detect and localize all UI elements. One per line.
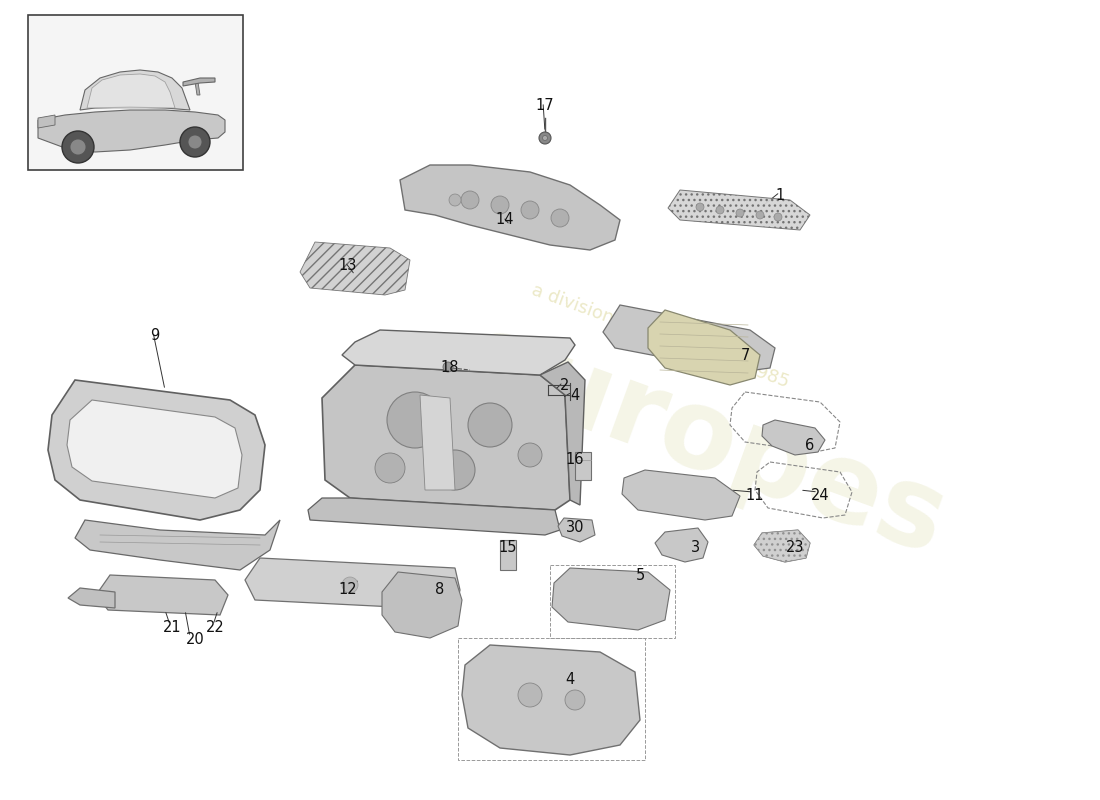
Polygon shape <box>603 305 776 372</box>
Polygon shape <box>87 74 175 108</box>
Circle shape <box>434 450 475 490</box>
Text: 13: 13 <box>339 258 358 273</box>
Text: 8: 8 <box>436 582 444 598</box>
Text: 2: 2 <box>560 378 570 393</box>
Polygon shape <box>322 365 570 510</box>
Text: 21: 21 <box>163 621 182 635</box>
Text: 4: 4 <box>565 673 574 687</box>
Circle shape <box>387 392 443 448</box>
Polygon shape <box>68 588 116 608</box>
Polygon shape <box>400 165 620 250</box>
Text: 23: 23 <box>785 541 804 555</box>
Text: 30: 30 <box>565 521 584 535</box>
Circle shape <box>375 453 405 483</box>
Polygon shape <box>754 530 810 562</box>
Circle shape <box>542 135 548 141</box>
Polygon shape <box>668 190 810 230</box>
Circle shape <box>188 135 202 149</box>
Text: 14: 14 <box>496 213 515 227</box>
Circle shape <box>756 211 764 219</box>
Bar <box>500 540 516 570</box>
Polygon shape <box>762 420 825 455</box>
Circle shape <box>180 127 210 157</box>
Circle shape <box>62 131 94 163</box>
Circle shape <box>461 191 478 209</box>
Circle shape <box>551 209 569 227</box>
Polygon shape <box>654 528 708 562</box>
Circle shape <box>521 201 539 219</box>
Circle shape <box>774 213 782 221</box>
Polygon shape <box>67 400 242 498</box>
Text: 6: 6 <box>805 438 815 453</box>
Text: 1: 1 <box>776 187 784 202</box>
Text: 5: 5 <box>636 567 645 582</box>
Polygon shape <box>183 78 215 86</box>
Polygon shape <box>80 70 190 110</box>
Text: 18: 18 <box>441 361 460 375</box>
Circle shape <box>449 194 461 206</box>
Text: 20: 20 <box>186 633 205 647</box>
Circle shape <box>70 139 86 155</box>
Text: a division for parts since 1985: a division for parts since 1985 <box>529 281 791 391</box>
Bar <box>575 452 591 480</box>
Circle shape <box>539 132 551 144</box>
Text: 22: 22 <box>206 621 224 635</box>
Polygon shape <box>621 470 740 520</box>
Polygon shape <box>420 395 455 490</box>
Polygon shape <box>195 82 200 95</box>
Circle shape <box>491 196 509 214</box>
Circle shape <box>518 683 542 707</box>
Text: 15: 15 <box>498 541 517 555</box>
Polygon shape <box>39 110 225 152</box>
Polygon shape <box>308 498 560 535</box>
Circle shape <box>565 690 585 710</box>
Text: 3: 3 <box>691 541 700 555</box>
Text: 7: 7 <box>740 347 750 362</box>
Polygon shape <box>462 645 640 755</box>
Circle shape <box>736 209 744 217</box>
Polygon shape <box>558 518 595 542</box>
Text: 24: 24 <box>811 487 829 502</box>
Polygon shape <box>245 558 460 610</box>
Circle shape <box>716 206 724 214</box>
Polygon shape <box>300 242 410 295</box>
Polygon shape <box>754 530 810 562</box>
Polygon shape <box>48 380 265 520</box>
Polygon shape <box>75 520 280 570</box>
Polygon shape <box>648 310 760 385</box>
Text: 4: 4 <box>571 387 580 402</box>
Circle shape <box>342 577 358 593</box>
Circle shape <box>468 403 512 447</box>
Text: 9: 9 <box>151 327 160 342</box>
Polygon shape <box>552 568 670 630</box>
Polygon shape <box>540 362 585 505</box>
Polygon shape <box>342 330 575 375</box>
Bar <box>28 15 243 170</box>
Text: 17: 17 <box>536 98 554 113</box>
Circle shape <box>696 203 704 211</box>
Polygon shape <box>382 572 462 638</box>
Polygon shape <box>96 575 228 615</box>
Text: 16: 16 <box>565 453 584 467</box>
Text: europes: europes <box>448 303 960 577</box>
Text: 12: 12 <box>339 582 358 598</box>
Circle shape <box>518 443 542 467</box>
Text: 11: 11 <box>746 487 764 502</box>
Polygon shape <box>39 115 55 128</box>
Circle shape <box>443 362 453 372</box>
